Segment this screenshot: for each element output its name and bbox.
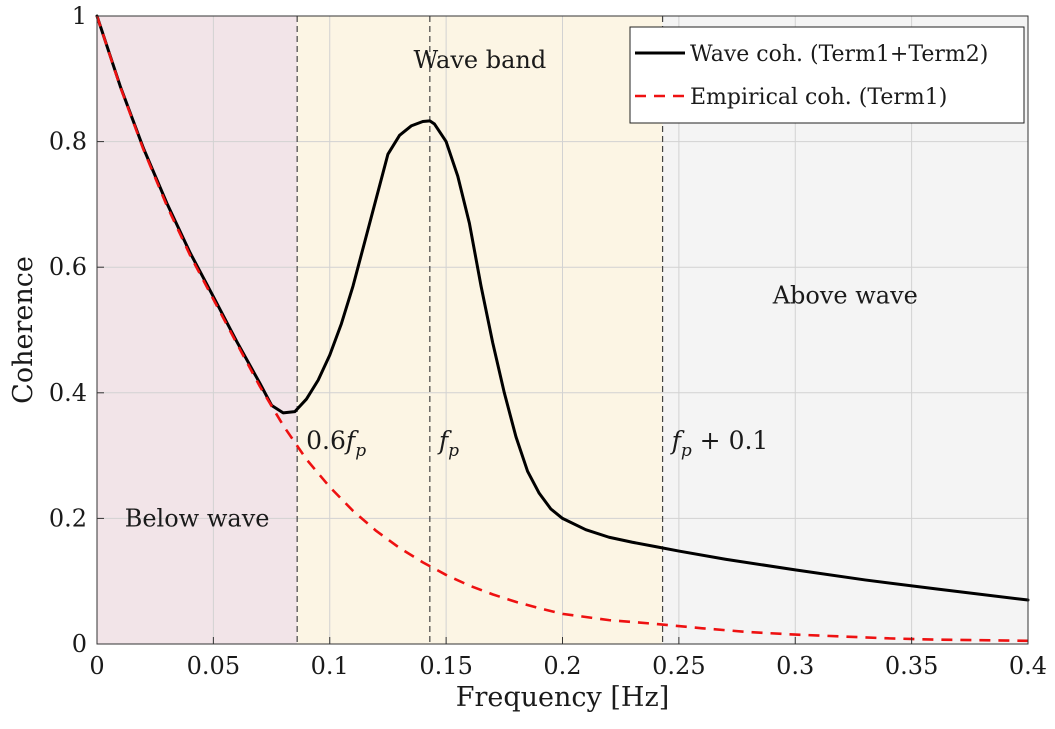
region-label-wave-band: Wave band [413, 46, 546, 74]
marker-label-suffix: + 0.1 [692, 426, 769, 455]
marker-label-sub: p [681, 441, 692, 461]
marker-label-sub: p [355, 441, 366, 461]
legend: Wave coh. (Term1+Term2) Empirical coh. (T… [629, 26, 1025, 124]
region-label-above-wave: Above wave [772, 281, 918, 309]
y-axis-label: Coherence [8, 256, 39, 404]
y-tick-label: 0.2 [49, 504, 87, 532]
tick-labels-layer: 0 0.05 0.1 0.15 0.2 0.25 0.3 0.35 0.400.20.40.60… [49, 2, 1047, 680]
y-tick-label: 0.6 [49, 253, 87, 281]
series-layer [95, 14, 1030, 643]
x-tick-label: 0.2 [543, 652, 581, 680]
empirical-coherence-line [95, 15, 1029, 643]
legend-box [629, 26, 1025, 124]
y-tick-label: 0.4 [49, 379, 87, 407]
marker-label: fp [437, 426, 459, 461]
x-axis-label: Frequency [Hz] [456, 682, 669, 713]
x-tick-label: 0.4 [1009, 652, 1047, 680]
marker-label-var: f [437, 426, 452, 455]
x-tick-label: 0.1 [311, 652, 349, 680]
region-label-below-wave: Below wave [125, 504, 270, 532]
marker-label-base: 0.6 [306, 426, 346, 455]
legend-label-empirical-coherence: Empirical coh. (Term1) [690, 85, 947, 110]
x-tick-label: 0 [89, 652, 104, 680]
x-tick-label: 0.15 [419, 652, 472, 680]
region-wave-band [297, 16, 663, 644]
legend-label-wave-coherence: Wave coh. (Term1+Term2) [690, 42, 988, 67]
marker-label-sub: p [448, 441, 459, 461]
x-tick-label: 0.3 [776, 652, 814, 680]
y-tick-label: 1 [72, 2, 87, 30]
x-tick-label: 0.35 [885, 652, 938, 680]
y-tick-label: 0.8 [49, 128, 87, 156]
marker-label: fp + 0.1 [670, 426, 769, 461]
wave-coherence-line [95, 14, 1030, 602]
y-tick-label: 0 [72, 630, 87, 658]
region-below-wave [97, 16, 298, 644]
x-tick-label: 0.25 [652, 652, 705, 680]
x-tick-label: 0.05 [187, 652, 240, 680]
marker-label: 0.6fp [306, 426, 366, 461]
marker-label-var: f [670, 426, 685, 455]
marker-label-var: f [344, 426, 359, 455]
